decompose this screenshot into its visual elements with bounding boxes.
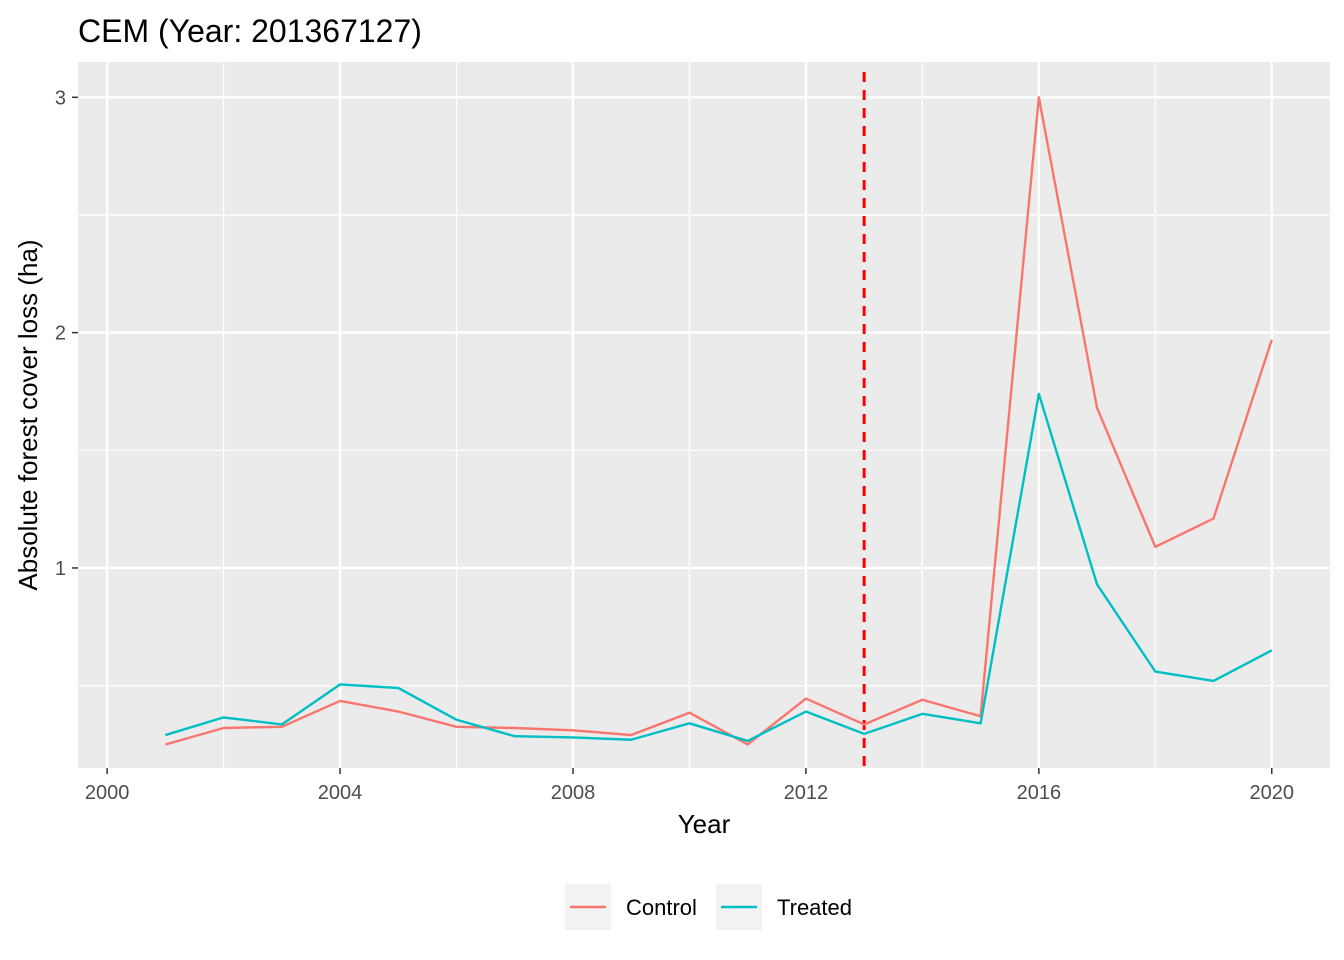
plot-panel: [78, 62, 1330, 768]
y-tick-label: 2: [55, 323, 66, 345]
legend-label: Treated: [777, 895, 852, 920]
legend-label: Control: [626, 895, 697, 920]
x-tick-label: 2020: [1250, 782, 1295, 804]
chart-title: CEM (Year: 201367127): [78, 13, 422, 49]
x-tick-label: 2004: [318, 782, 363, 804]
x-axis-title: Year: [678, 809, 731, 839]
x-tick-label: 2012: [784, 782, 829, 804]
legend-item-control: Control: [565, 884, 697, 930]
minor-gridlines: [78, 62, 1330, 768]
legend-item-treated: Treated: [716, 884, 852, 930]
y-axis: 1 2 3: [55, 87, 78, 580]
x-tick-label: 2000: [85, 782, 130, 804]
y-axis-title: Absolute forest cover loss (ha): [13, 239, 43, 590]
y-tick-label: 1: [55, 558, 66, 580]
series-line-treated: [165, 392, 1273, 743]
x-axis: 2000 2004 2008 2012 2016 2020: [85, 768, 1294, 804]
series-layer: [165, 96, 1273, 746]
x-tick-label: 2016: [1017, 782, 1062, 804]
y-tick-label: 3: [55, 87, 66, 109]
legend: Control Treated: [565, 884, 852, 930]
series-line-control: [165, 96, 1273, 746]
x-tick-label: 2008: [551, 782, 596, 804]
